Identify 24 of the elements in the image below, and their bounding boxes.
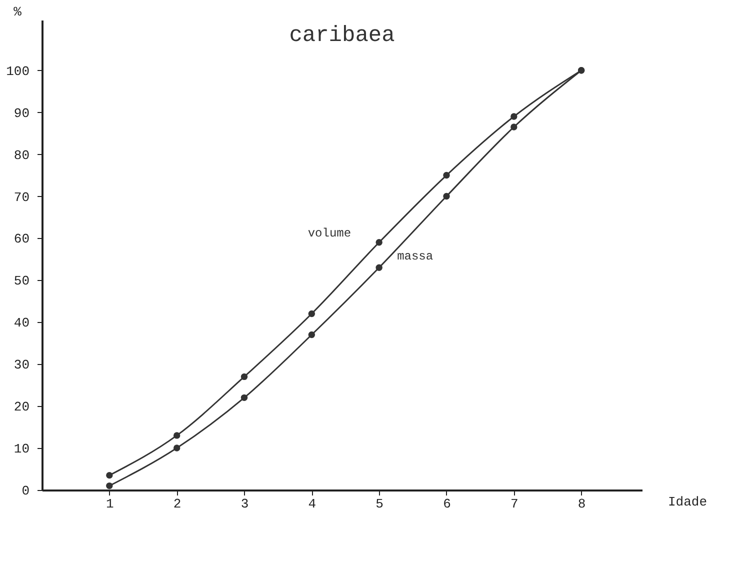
series-label: volume [308,226,352,240]
y-tick-label: 60 [14,232,30,247]
y-tick-label: 70 [14,190,30,205]
y-tick-label: 30 [14,358,30,373]
series-label: massa [397,250,434,264]
y-axis-title: % [14,4,22,20]
x-tick-label: 1 [106,496,114,512]
x-tick-label: 4 [308,496,316,512]
y-tick-label: 40 [14,316,30,331]
y-tick-label: 100 [6,64,30,79]
x-tick-label: 7 [510,496,518,512]
x-tick-label: 5 [376,496,384,512]
y-tick-label: 20 [14,400,30,415]
y-tick-label: 90 [14,106,30,121]
chart-title: caribaea [289,23,395,48]
x-tick-label: 6 [443,496,451,512]
x-tick-label: 2 [173,496,182,512]
x-tick-label: 8 [578,496,586,512]
x-tick-label: 3 [240,496,249,512]
y-tick-label: 0 [22,484,30,498]
y-tick-label: 10 [14,442,30,457]
y-tick-label: 80 [14,148,30,163]
x-axis-title: Idade [668,494,708,510]
y-tick-label: 50 [14,274,30,289]
